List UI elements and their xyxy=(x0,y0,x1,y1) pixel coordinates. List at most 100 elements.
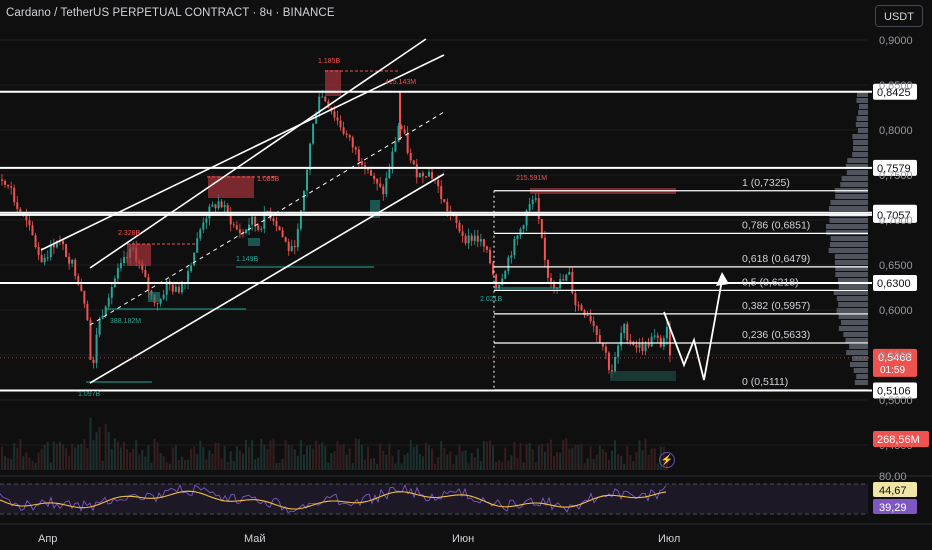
candle-body xyxy=(510,255,513,258)
candle-body xyxy=(43,257,46,263)
price-tick-label: 0,5500 xyxy=(879,350,913,362)
volume-bar xyxy=(501,461,504,470)
volume-bar xyxy=(354,438,357,470)
volume-profile-bar xyxy=(829,218,868,223)
candle-body xyxy=(431,172,434,179)
volume-bar xyxy=(180,456,183,470)
candle-body xyxy=(522,225,525,229)
volume-bar xyxy=(400,463,403,470)
volume-bar xyxy=(211,454,214,470)
volume-bar xyxy=(34,462,37,470)
volume-bar xyxy=(22,456,25,470)
volume-profile-bar xyxy=(828,248,868,253)
candle-body xyxy=(373,175,376,179)
volume-bar xyxy=(553,455,556,470)
volume-bar xyxy=(315,440,318,470)
volume-bar xyxy=(86,447,89,470)
volume-profile-bar xyxy=(838,284,868,289)
candle-body xyxy=(467,235,470,244)
volume-bar xyxy=(479,461,482,470)
volume-annotation: 1.097B xyxy=(78,391,101,398)
volume-bar xyxy=(232,461,235,470)
candle-body xyxy=(418,172,421,178)
volume-bar xyxy=(238,450,241,470)
candle-body xyxy=(553,281,556,288)
candle-body xyxy=(119,262,122,269)
volume-profile-bar xyxy=(838,302,868,307)
volume-bar xyxy=(540,444,543,470)
price-level-tag xyxy=(873,275,917,291)
currency-button[interactable]: USDT xyxy=(875,5,923,27)
volume-profile-bar xyxy=(853,140,868,145)
fib-label: 0,236 (0,5633) xyxy=(742,329,810,341)
volume-bar xyxy=(68,456,71,470)
candle-body xyxy=(394,141,397,152)
volume-bar xyxy=(235,446,238,470)
candle-body xyxy=(333,111,336,118)
channel-mid-line xyxy=(89,111,445,326)
candle-body xyxy=(504,271,507,279)
current-price-tag xyxy=(873,348,917,377)
volume-bar xyxy=(571,447,574,470)
volume-profile-bar xyxy=(852,134,868,139)
volume-bar xyxy=(156,442,159,470)
candle-body xyxy=(159,298,162,304)
lightning-icon[interactable]: ⚡ xyxy=(659,452,675,468)
volume-bar xyxy=(592,458,595,470)
channel-upper-line-2 xyxy=(40,54,445,251)
volume-annotation: 1.149B xyxy=(236,256,259,263)
candle-body xyxy=(171,284,174,292)
volume-bar xyxy=(357,439,360,470)
channel-lower-line xyxy=(89,173,445,384)
price-tick-label: 0,7000 xyxy=(879,215,913,227)
candle-body xyxy=(485,246,488,250)
current-price-label: 0,5468 xyxy=(878,352,912,364)
volume-bar xyxy=(119,447,122,470)
candle-body xyxy=(37,247,40,255)
candle-body xyxy=(116,268,119,279)
volume-bar xyxy=(321,442,324,470)
volume-bar xyxy=(467,463,470,470)
volume-profile-bar xyxy=(853,368,868,373)
volume-bar xyxy=(482,441,485,470)
volume-bar xyxy=(19,439,22,470)
volume-profile-bar xyxy=(852,152,868,157)
volume-bar xyxy=(543,451,546,470)
candle-body xyxy=(74,259,77,277)
volume-bar xyxy=(80,443,83,470)
volume-bar xyxy=(162,456,165,470)
candle-body xyxy=(443,199,446,202)
candle-body xyxy=(214,204,217,209)
candle-body xyxy=(321,96,324,98)
volume-bar xyxy=(556,452,559,470)
volume-bar xyxy=(388,443,391,470)
candle-body xyxy=(437,179,440,187)
candle-body xyxy=(196,238,199,253)
volume-profile-bar xyxy=(834,254,868,259)
volume-bar xyxy=(452,463,455,470)
candle-body xyxy=(397,125,400,142)
volume-bar xyxy=(306,445,308,470)
volume-bar xyxy=(598,445,601,470)
volume-bar xyxy=(187,459,190,470)
fib-label: 0,5 (0,6218) xyxy=(742,276,799,288)
volume-bar xyxy=(437,456,440,470)
volume-bar xyxy=(611,450,613,470)
candle-body xyxy=(290,246,293,252)
order-block xyxy=(148,292,160,302)
volume-profile-bar xyxy=(835,194,868,199)
volume-bar xyxy=(376,463,379,470)
volume-bar xyxy=(446,454,449,470)
volume-bar xyxy=(241,453,244,470)
candle-body xyxy=(77,276,80,285)
volume-bar xyxy=(71,444,74,470)
candle-body xyxy=(583,310,586,316)
volume-bar xyxy=(165,462,168,470)
volume-bar xyxy=(147,445,150,470)
candle-body xyxy=(327,101,330,108)
volume-bar xyxy=(424,442,427,470)
fib-label: 0 (0,5111) xyxy=(742,376,788,388)
volume-profile-bar xyxy=(834,260,868,265)
